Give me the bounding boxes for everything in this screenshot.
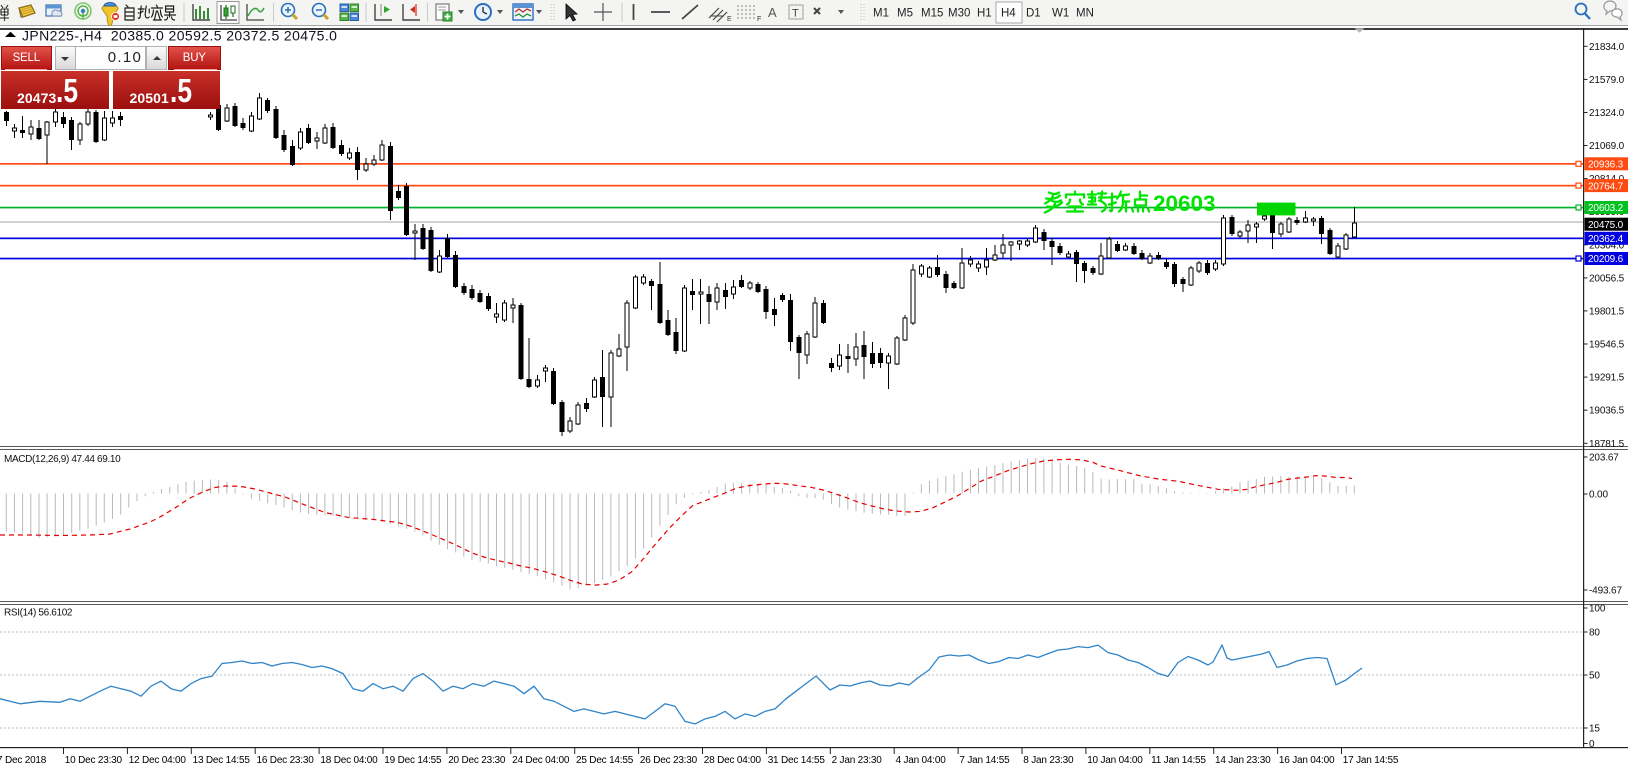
svg-text:-493.67: -493.67: [1589, 586, 1622, 597]
svg-text:20209.6: 20209.6: [1588, 254, 1624, 265]
svg-text:4 Jan 04:00: 4 Jan 04:00: [896, 755, 947, 766]
svg-text:21069.0: 21069.0: [1589, 141, 1625, 152]
svg-text:2 Jan 23:30: 2 Jan 23:30: [832, 755, 883, 766]
svg-text:20362.4: 20362.4: [1588, 234, 1624, 245]
svg-text:20304.0: 20304.0: [1589, 240, 1625, 251]
svg-text:15: 15: [1589, 724, 1600, 735]
svg-text:80: 80: [1589, 628, 1600, 639]
svg-text:12 Dec 04:00: 12 Dec 04:00: [129, 755, 187, 766]
svg-text:RSI(14) 56.6102: RSI(14) 56.6102: [4, 608, 73, 619]
svg-text:M15: M15: [921, 8, 943, 20]
svg-text:19801.5: 19801.5: [1589, 306, 1625, 317]
svg-text:31 Dec 14:55: 31 Dec 14:55: [768, 755, 826, 766]
svg-text:M30: M30: [948, 8, 970, 20]
svg-text:24 Dec 04:00: 24 Dec 04:00: [512, 755, 570, 766]
svg-text:18 Dec 04:00: 18 Dec 04:00: [320, 755, 378, 766]
svg-text:20603: 20603: [1153, 191, 1216, 216]
svg-text:19546.5: 19546.5: [1589, 340, 1625, 351]
svg-text:8 Jan 23:30: 8 Jan 23:30: [1023, 755, 1074, 766]
svg-text:16 Jan 04:00: 16 Jan 04:00: [1279, 755, 1335, 766]
svg-text:20936.3: 20936.3: [1588, 160, 1624, 171]
svg-text:13 Dec 14:55: 13 Dec 14:55: [193, 755, 251, 766]
svg-text:A: A: [768, 5, 777, 20]
svg-text:0.00: 0.00: [1589, 490, 1608, 501]
svg-text:0: 0: [1589, 739, 1595, 750]
svg-text:E: E: [727, 16, 732, 23]
svg-text:203.67: 203.67: [1589, 453, 1619, 464]
svg-text:F: F: [757, 16, 761, 23]
svg-text:21324.0: 21324.0: [1589, 108, 1625, 119]
svg-text:H4: H4: [1001, 8, 1016, 20]
svg-text:18781.5: 18781.5: [1589, 439, 1625, 450]
svg-text:26 Dec 23:30: 26 Dec 23:30: [640, 755, 698, 766]
svg-text:28 Dec 04:00: 28 Dec 04:00: [704, 755, 762, 766]
svg-text:M5: M5: [897, 8, 913, 20]
svg-text:MACD(12,26,9) 47.44 69.10: MACD(12,26,9) 47.44 69.10: [4, 454, 121, 465]
svg-text:19036.5: 19036.5: [1589, 406, 1625, 417]
svg-text:T: T: [792, 8, 799, 20]
svg-text:21834.0: 21834.0: [1589, 42, 1625, 53]
svg-text:H1: H1: [977, 8, 992, 20]
svg-text:16 Dec 23:30: 16 Dec 23:30: [257, 755, 315, 766]
svg-text:7 Dec 2018: 7 Dec 2018: [0, 755, 47, 766]
svg-text:7 Jan 14:55: 7 Jan 14:55: [959, 755, 1010, 766]
svg-text:50: 50: [1589, 671, 1600, 682]
svg-text:11 Jan 14:55: 11 Jan 14:55: [1151, 755, 1206, 766]
svg-text:19291.5: 19291.5: [1589, 373, 1625, 384]
svg-text:JPN225-,H4 20385.0 20592.5 20: JPN225-,H4 20385.0 20592.5 20372.5 20475…: [22, 28, 337, 44]
svg-text:M1: M1: [873, 8, 889, 20]
svg-text:21579.0: 21579.0: [1589, 75, 1625, 86]
svg-text:20475.0: 20475.0: [1588, 220, 1624, 231]
svg-text:20056.5: 20056.5: [1589, 273, 1625, 284]
svg-text:MN: MN: [1076, 8, 1094, 20]
svg-text:17 Jan 14:55: 17 Jan 14:55: [1343, 755, 1399, 766]
svg-text:W1: W1: [1052, 8, 1069, 20]
svg-text:20 Dec 23:30: 20 Dec 23:30: [448, 755, 506, 766]
svg-text:20603.2: 20603.2: [1588, 203, 1624, 214]
svg-text:10 Jan 04:00: 10 Jan 04:00: [1087, 755, 1143, 766]
svg-text:D1: D1: [1026, 8, 1041, 20]
svg-text:25 Dec 14:55: 25 Dec 14:55: [576, 755, 634, 766]
svg-text:10 Dec 23:30: 10 Dec 23:30: [65, 755, 123, 766]
svg-text:19 Dec 14:55: 19 Dec 14:55: [384, 755, 442, 766]
svg-text:14 Jan 23:30: 14 Jan 23:30: [1215, 755, 1271, 766]
svg-text:20764.7: 20764.7: [1588, 181, 1624, 192]
svg-text:100: 100: [1589, 604, 1606, 615]
